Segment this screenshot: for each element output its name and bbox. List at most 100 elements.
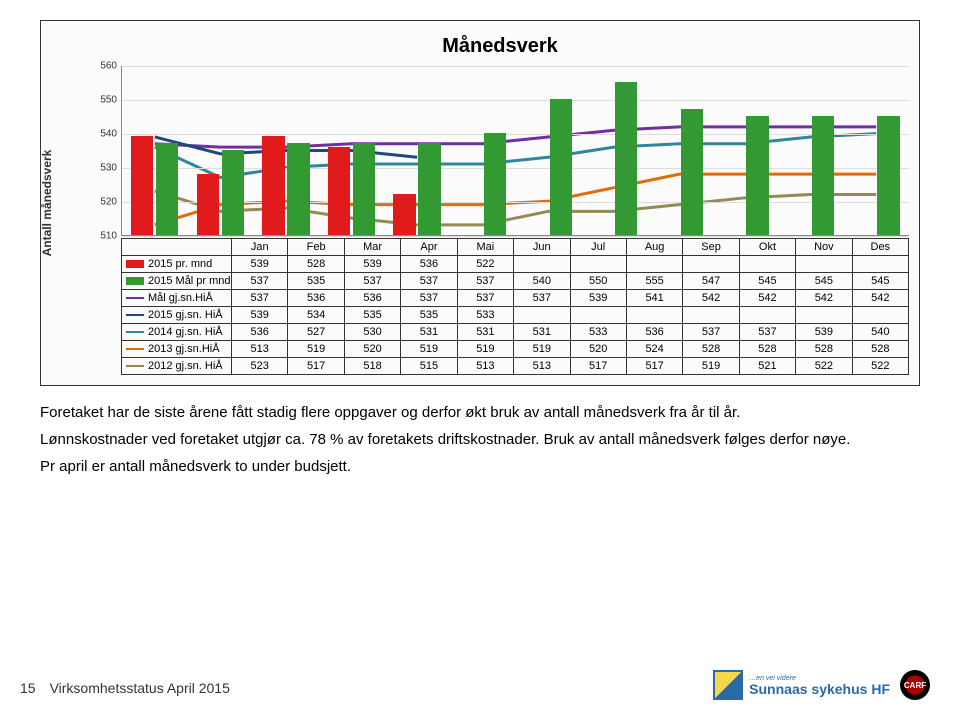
table-cell: 519 [683,358,739,375]
table-cell: 517 [571,358,627,375]
table-header-month: Mar [345,238,401,256]
table-header-month: Sep [683,238,739,256]
series-label: 2015 gj.sn. HiÅ [148,309,223,321]
table-cell: 537 [232,290,288,307]
series-label: 2015 pr. mnd [148,258,212,270]
table-cell: 518 [345,358,401,375]
series-label: 2013 gj.sn.HiÅ [148,343,220,355]
table-cell: 545 [740,273,796,290]
table-cell [740,307,796,324]
table-cell: 519 [458,341,514,358]
table-header-month: Jan [232,238,288,256]
table-cell: 537 [401,290,457,307]
table-header-month: Nov [796,238,852,256]
y-tick-label: 540 [100,129,117,140]
table-cell: 520 [571,341,627,358]
table-header-month: Feb [288,238,344,256]
table-cell: 542 [740,290,796,307]
table-cell [683,256,739,273]
body-text: Foretaket har de siste årene fått stadig… [40,404,920,475]
table-cell: 540 [514,273,570,290]
table-cell: 537 [401,273,457,290]
table-row-label: Mål gj.sn.HiÅ [122,290,232,307]
bar-2015pr [131,136,153,235]
table-cell: 547 [683,273,739,290]
bar-2015mal [222,150,244,235]
legend-swatch [126,297,144,299]
table-cell: 524 [627,341,683,358]
y-tick-label: 510 [100,231,117,242]
table-cell: 519 [514,341,570,358]
table-cell: 535 [288,273,344,290]
bar-2015mal [287,143,309,235]
y-tick-label: 520 [100,197,117,208]
table-cell: 537 [345,273,401,290]
table-cell: 522 [796,358,852,375]
table-cell: 535 [345,307,401,324]
bar-2015mal [681,109,703,235]
table-cell: 537 [514,290,570,307]
table-cell [571,307,627,324]
table-cell: 536 [345,290,401,307]
table-cell: 539 [796,324,852,341]
table-cell: 528 [288,256,344,273]
series-label: Mål gj.sn.HiÅ [148,292,213,304]
table-header-month: Jun [514,238,570,256]
table-cell: 537 [683,324,739,341]
table-cell: 515 [401,358,457,375]
chart-plot [121,66,909,236]
table-cell [740,256,796,273]
bar-2015mal [812,116,834,235]
chart-container: Antall månedsverk Månedsverk 51052053054… [40,20,920,386]
bar-2015pr [197,174,219,235]
table-cell: 523 [232,358,288,375]
table-cell: 530 [345,324,401,341]
table-cell: 531 [401,324,457,341]
table-cell: 521 [740,358,796,375]
table-cell: 536 [232,324,288,341]
table-cell: 555 [627,273,683,290]
table-cell: 520 [345,341,401,358]
paragraph-1: Foretaket har de siste årene fått stadig… [40,404,920,421]
table-header-month: Okt [740,238,796,256]
table-cell [853,256,909,273]
table-cell [796,307,852,324]
doc-title: Virksomhetsstatus April 2015 [50,680,230,696]
table-cell: 536 [288,290,344,307]
table-row-label: 2014 gj.sn. HiÅ [122,324,232,341]
legend-swatch [126,331,144,333]
table-cell: 528 [796,341,852,358]
bar-2015mal [615,82,637,235]
chart-title: Månedsverk [91,35,909,58]
bar-2015pr [262,136,284,235]
legend-swatch [126,348,144,350]
paragraph-3: Pr april er antall månedsverk to under b… [40,458,920,475]
y-tick-label: 550 [100,95,117,106]
paragraph-2: Lønnskostnader ved foretaket utgjør ca. … [40,431,920,448]
bar-2015mal [418,143,440,235]
table-cell: 536 [401,256,457,273]
table-cell: 528 [740,341,796,358]
table-header-month: Apr [401,238,457,256]
table-cell: 513 [458,358,514,375]
bar-2015mal [550,99,572,235]
table-row-label: 2015 Mål pr mnd [122,273,232,290]
table-cell: 527 [288,324,344,341]
table-cell: 522 [853,358,909,375]
logo-name: Sunnaas sykehus HF [749,682,890,696]
table-cell [514,307,570,324]
table-row-label: 2015 gj.sn. HiÅ [122,307,232,324]
table-cell: 528 [683,341,739,358]
sunnaas-logo: …en vei videre Sunnaas sykehus HF [713,670,890,700]
sunnaas-logo-icon [713,670,743,700]
table-cell: 539 [232,307,288,324]
table-cell: 531 [514,324,570,341]
table-cell: 531 [458,324,514,341]
table-header-month: Mai [458,238,514,256]
legend-swatch [126,365,144,367]
legend-swatch [126,314,144,316]
page-number: 15 [20,680,36,696]
chart-data-table: JanFebMarAprMaiJunJulAugSepOktNovDes2015… [121,238,909,375]
table-cell: 528 [853,341,909,358]
table-cell: 522 [458,256,514,273]
